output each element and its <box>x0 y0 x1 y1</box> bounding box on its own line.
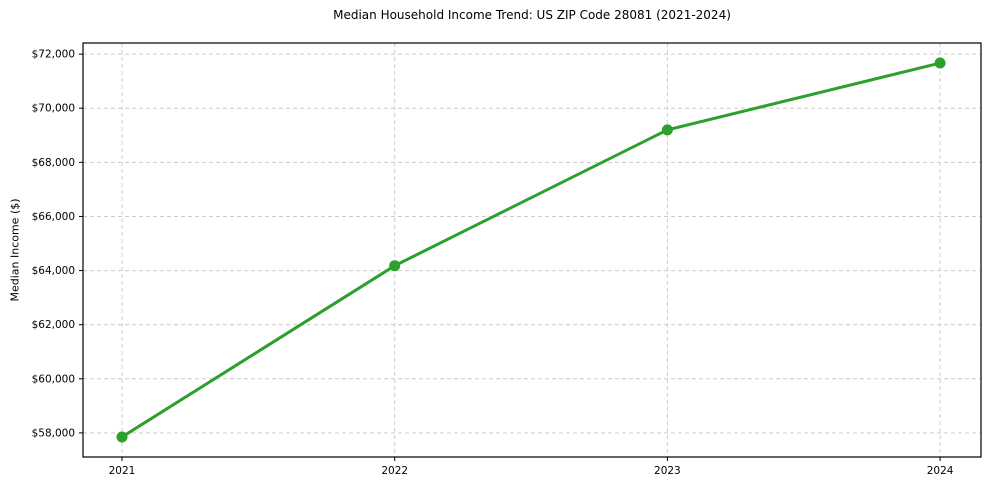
y-tick-label: $66,000 <box>32 211 75 223</box>
plot-border <box>82 42 982 458</box>
data-line <box>120 61 942 439</box>
y-tick-label: $68,000 <box>32 157 75 169</box>
y-axis-label: Median Income ($) <box>8 198 22 302</box>
data-point-2023 <box>661 124 673 136</box>
x-tick-label: 2021 <box>109 465 136 477</box>
y-tick-label: $58,000 <box>32 427 75 439</box>
data-point-2022 <box>389 260 401 272</box>
x-tick-label: 2023 <box>654 465 681 477</box>
x-tick-label: 2024 <box>927 465 954 477</box>
data-point-2024 <box>934 57 946 69</box>
chart-title: Median Household Income Trend: US ZIP Co… <box>333 8 731 22</box>
x-tick-label: 2022 <box>381 465 408 477</box>
y-tick-label: $72,000 <box>32 49 75 61</box>
y-tick-label: $70,000 <box>32 103 75 115</box>
y-tick-label: $60,000 <box>32 373 75 385</box>
y-tick-label: $64,000 <box>32 265 75 277</box>
y-tick-label: $62,000 <box>32 319 75 331</box>
data-point-2021 <box>116 431 128 443</box>
